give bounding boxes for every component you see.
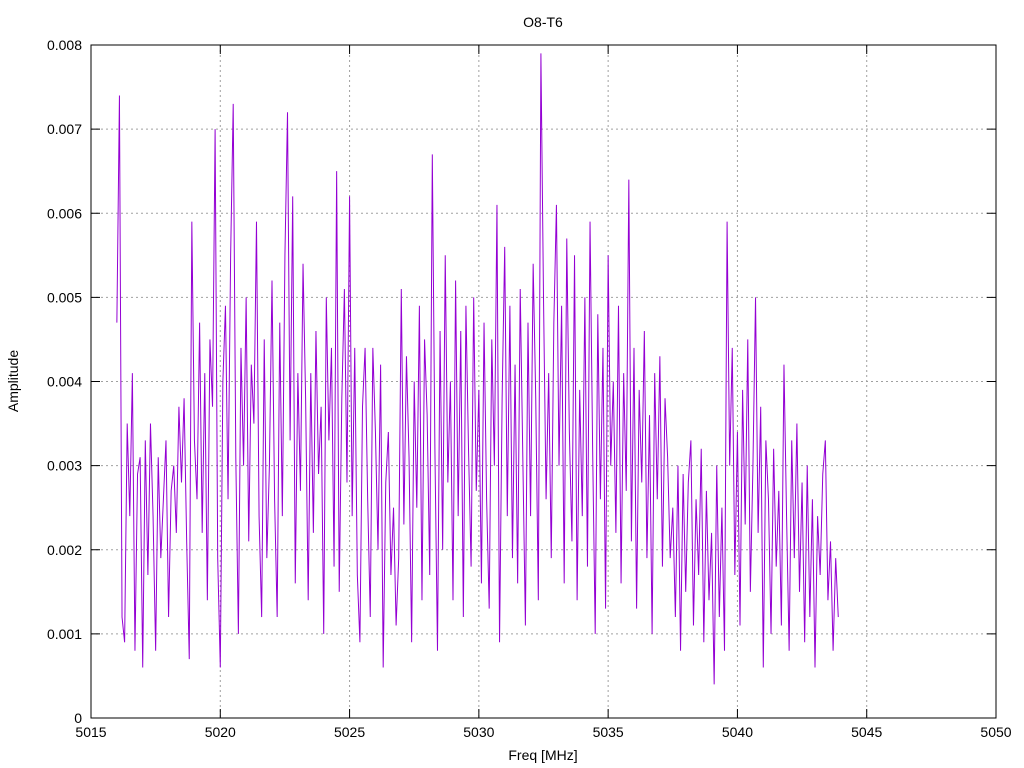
x-axis-label: Freq [MHz] xyxy=(508,747,577,763)
x-tick-label: 5035 xyxy=(593,724,624,740)
tick-labels: 5015 5020 5025 5030 5035 5040 5045 5050 0 0.001 0.… xyxy=(47,37,1012,740)
y-axis-label: Amplitude xyxy=(5,350,21,412)
x-tick-label: 5015 xyxy=(75,724,106,740)
ticks xyxy=(90,44,997,719)
y-tick-label: 0.001 xyxy=(47,626,82,642)
y-tick-label: 0.002 xyxy=(47,542,82,558)
x-tick-label: 5030 xyxy=(463,724,494,740)
x-tick-label: 5050 xyxy=(980,724,1011,740)
y-tick-label: 0.003 xyxy=(47,458,82,474)
series-line-0 xyxy=(116,53,839,685)
y-tick-label: 0.004 xyxy=(47,374,82,390)
x-tick-label: 5020 xyxy=(205,724,236,740)
x-tick-label: 5040 xyxy=(722,724,753,740)
x-tick-label: 5025 xyxy=(334,724,365,740)
series-layer xyxy=(116,53,839,685)
y-tick-label: 0.008 xyxy=(47,37,82,53)
y-tick-label: 0.007 xyxy=(47,121,82,137)
chart-title: O8-T6 xyxy=(523,14,563,30)
y-tick-label: 0.005 xyxy=(47,289,82,305)
y-tick-label: 0.006 xyxy=(47,205,82,221)
y-tick-label: 0 xyxy=(74,710,82,726)
x-tick-label: 5045 xyxy=(851,724,882,740)
